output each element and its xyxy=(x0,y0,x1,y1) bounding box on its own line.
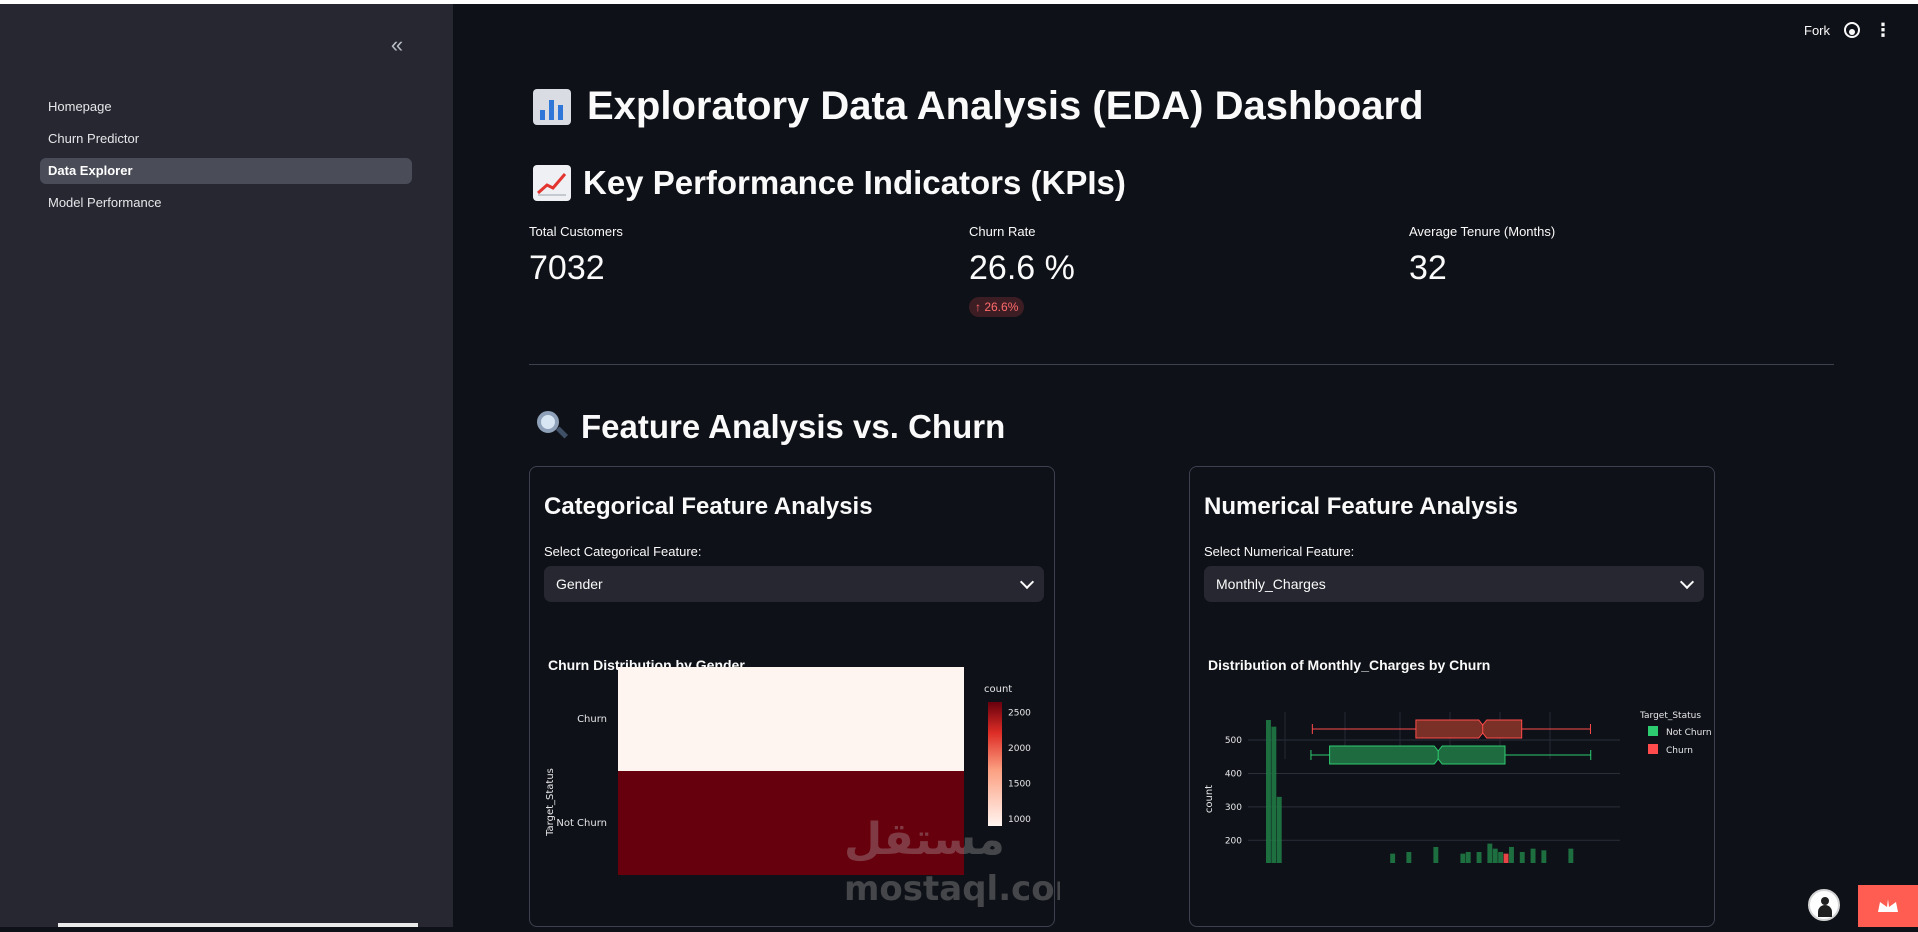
histogram-bar-not-churn xyxy=(1498,851,1504,863)
kpi-average-tenure: Average Tenure (Months) 32 xyxy=(1409,224,1849,317)
heatmap-colorbar-tick: 2000 xyxy=(1008,744,1031,754)
page-title: Exploratory Data Analysis (EDA) Dashboar… xyxy=(533,84,1424,129)
numerical-card-title: Numerical Feature Analysis xyxy=(1204,493,1518,520)
numerical-selected-value: Monthly_Charges xyxy=(1216,576,1326,592)
histogram-title: Distribution of Monthly_Charges by Churn xyxy=(1208,657,1491,673)
histogram-bar-not-churn xyxy=(1519,851,1525,863)
histogram-bar-not-churn xyxy=(1465,851,1471,863)
heatmap-colorbar xyxy=(988,702,1002,826)
histogram-y-axis-title: count xyxy=(1204,785,1215,813)
heatmap-colorbar-tick: 2500 xyxy=(1008,709,1031,719)
heatmap-cell-2 xyxy=(618,771,791,875)
kpi-delta-badge: ↑ 26.6% xyxy=(969,297,1025,317)
page-title-text: Exploratory Data Analysis (EDA) Dashboar… xyxy=(587,84,1424,128)
crown-badge[interactable] xyxy=(1858,885,1918,927)
kpi-section-title-text: Key Performance Indicators (KPIs) xyxy=(583,164,1126,201)
kpi-label: Average Tenure (Months) xyxy=(1409,224,1556,239)
histogram-y-tick-label: 200 xyxy=(1225,836,1242,846)
histogram-bar-not-churn xyxy=(1406,851,1412,863)
histogram-bar-not-churn xyxy=(1492,848,1498,863)
histogram-bar-not-churn xyxy=(1476,851,1482,863)
categorical-feature-select[interactable]: Gender xyxy=(544,566,1044,602)
github-icon[interactable] xyxy=(1844,22,1860,38)
kpi-row: Total Customers 7032 Churn Rate 26.6 % ↑… xyxy=(529,224,1849,317)
collapse-sidebar-button[interactable]: « xyxy=(390,32,404,57)
sidebar-item-data-explorer[interactable]: Data Explorer xyxy=(40,158,412,184)
kpi-value: 26.6 % xyxy=(969,249,1075,287)
boxplot-box xyxy=(1329,745,1506,765)
more-menu-icon[interactable]: ⋮ xyxy=(1874,20,1892,40)
chart-increasing-icon xyxy=(533,165,571,201)
svg-text:مستقل: مستقل xyxy=(844,814,1005,865)
feature-section-title-text: Feature Analysis vs. Churn xyxy=(581,408,1006,445)
histogram-bar-not-churn xyxy=(1509,846,1514,863)
numerical-select-label: Select Numerical Feature: xyxy=(1204,544,1355,559)
heatmap-y-axis-title: Target_Status xyxy=(545,768,556,837)
heatmap-colorbar-tick: 1500 xyxy=(1008,779,1031,789)
legend-label: Not Churn xyxy=(1666,728,1712,738)
distribution-chart: 200 300 400 500 count Target_Status Not Churn C… xyxy=(1204,711,1712,863)
categorical-card-title: Categorical Feature Analysis xyxy=(544,493,873,520)
magnifying-glass-icon xyxy=(533,409,569,445)
histogram-bar-not-churn xyxy=(1530,848,1536,863)
kpi-churn-rate: Churn Rate 26.6 % ↑ 26.6% xyxy=(969,224,1409,317)
svg-text:mostaql.com: mostaql.com xyxy=(844,869,1060,909)
numerical-feature-select[interactable]: Monthly_Charges xyxy=(1204,566,1704,602)
heatmap-colorbar-title: count xyxy=(984,684,1012,695)
histogram-y-tick-label: 400 xyxy=(1225,769,1242,779)
main-content: Fork ⋮ Exploratory Data Analysis (EDA) D… xyxy=(453,4,1918,927)
histogram-bar-not-churn xyxy=(1271,726,1277,863)
categorical-select-label: Select Categorical Feature: xyxy=(544,544,702,559)
header-actions: Fork ⋮ xyxy=(1804,20,1892,40)
histogram-bar-not-churn xyxy=(1390,853,1396,863)
kpi-value: 32 xyxy=(1409,249,1447,287)
histogram-bar-not-churn xyxy=(1460,853,1466,863)
legend-swatch-churn xyxy=(1648,744,1658,754)
kpi-value: 7032 xyxy=(529,249,605,287)
legend-title: Target_Status xyxy=(1639,711,1701,721)
heatmap-y-tick-label: Not Churn xyxy=(556,818,607,829)
kpi-label: Churn Rate xyxy=(969,224,1036,239)
boxplot-churn xyxy=(1311,719,1591,739)
sidebar-item-model-performance[interactable]: Model Performance xyxy=(48,195,162,210)
legend-swatch-not-churn xyxy=(1648,726,1658,736)
histogram-bar-not-churn xyxy=(1266,719,1271,863)
heatmap-cell-1 xyxy=(791,667,964,771)
histogram-bar-not-churn xyxy=(1276,796,1282,863)
sidebar-item-homepage[interactable]: Homepage xyxy=(48,99,112,114)
bottom-scroll-indicator xyxy=(58,923,418,927)
heatmap-y-tick-label: Churn xyxy=(577,714,607,725)
kpi-section-title: Key Performance Indicators (KPIs) xyxy=(533,164,1126,202)
kpi-total-customers: Total Customers 7032 xyxy=(529,224,969,317)
numerical-analysis-card: Numerical Feature Analysis Select Numeri… xyxy=(1189,466,1715,927)
histogram-bar-not-churn xyxy=(1487,843,1493,863)
sidebar: « Homepage Churn Predictor Data Explorer… xyxy=(0,4,453,927)
fork-button[interactable]: Fork xyxy=(1804,22,1830,38)
boxplot-not-churn xyxy=(1310,745,1592,765)
histogram-bar-churn xyxy=(1503,853,1509,863)
heatmap-colorbar-tick: 1000 xyxy=(1008,815,1031,825)
kpi-label: Total Customers xyxy=(529,224,623,239)
categorical-selected-value: Gender xyxy=(556,576,603,592)
avatar[interactable] xyxy=(1808,889,1840,921)
bar-chart-icon xyxy=(533,88,571,125)
histogram-y-tick-label: 300 xyxy=(1225,803,1242,813)
histogram-y-tick-label: 500 xyxy=(1225,736,1242,746)
categorical-analysis-card: Categorical Feature Analysis Select Cate… xyxy=(529,466,1055,927)
sidebar-nav: Homepage Churn Predictor Data Explorer M… xyxy=(40,94,412,222)
legend-label: Churn xyxy=(1666,746,1693,756)
histogram-bar-not-churn xyxy=(1568,848,1574,863)
sidebar-item-churn-predictor[interactable]: Churn Predictor xyxy=(48,131,140,146)
histogram-bar-not-churn xyxy=(1433,846,1439,863)
heatmap-cell-0 xyxy=(618,667,791,771)
histogram-bar-not-churn xyxy=(1541,850,1547,863)
section-divider xyxy=(529,364,1834,365)
watermark-logo: مستقل mostaql.com xyxy=(844,814,1060,909)
heatmap-cell-3 xyxy=(791,771,964,875)
top-edge-bar xyxy=(0,0,1918,4)
feature-section-title: Feature Analysis vs. Churn xyxy=(533,408,1005,446)
boxplot-box xyxy=(1415,719,1523,739)
